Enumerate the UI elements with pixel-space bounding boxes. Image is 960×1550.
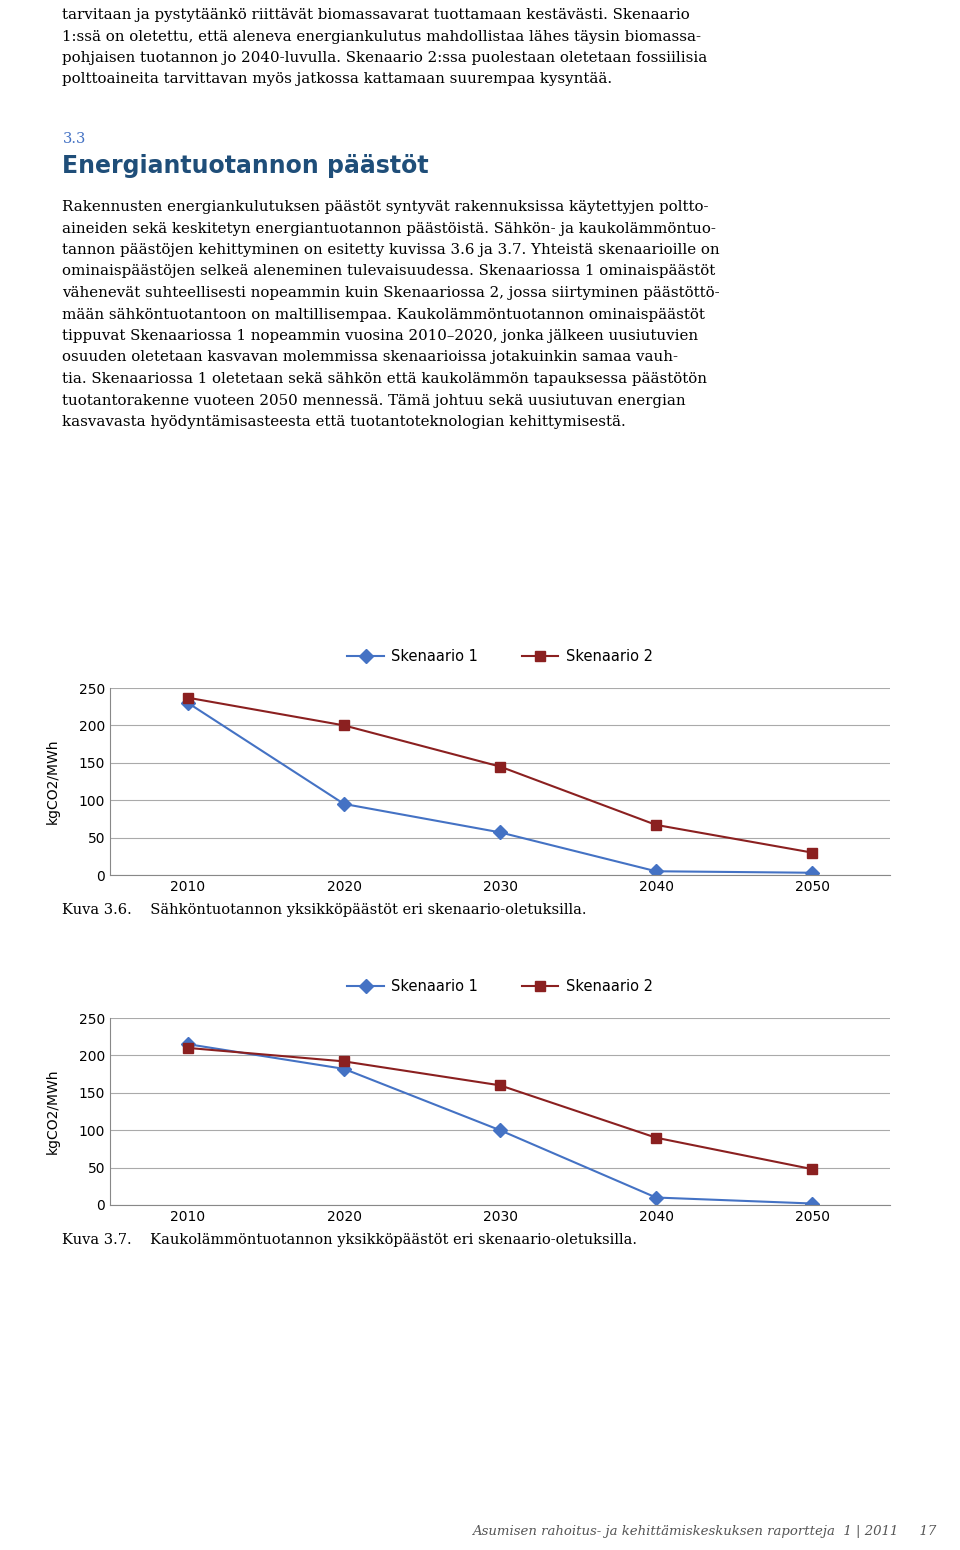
Text: tia. Skenaariossa 1 oletetaan sekä sähkön että kaukolämmön tapauksessa päästötön: tia. Skenaariossa 1 oletetaan sekä sähkö… xyxy=(62,372,708,386)
Text: Asumisen rahoitus- ja kehittämiskeskuksen raportteja  1 | 2011     17: Asumisen rahoitus- ja kehittämiskeskukse… xyxy=(471,1525,936,1538)
Text: pohjaisen tuotannon jo 2040-luvulla. Skenaario 2:ssa puolestaan oletetaan fossii: pohjaisen tuotannon jo 2040-luvulla. Ske… xyxy=(62,51,708,65)
Text: kasvavasta hyödyntämisasteesta että tuotantoteknologian kehittymisestä.: kasvavasta hyödyntämisasteesta että tuot… xyxy=(62,415,626,429)
Text: ominaispäästöjen selkeä aleneminen tulevaisuudessa. Skenaariossa 1 ominaispäästö: ominaispäästöjen selkeä aleneminen tulev… xyxy=(62,265,715,279)
Legend: Skenaario 1, Skenaario 2: Skenaario 1, Skenaario 2 xyxy=(342,973,659,1000)
Text: tarvitaan ja pystytäänkö riittävät biomassavarat tuottamaan kestävästi. Skenaari: tarvitaan ja pystytäänkö riittävät bioma… xyxy=(62,8,690,22)
Text: Energiantuotannon päästöt: Energiantuotannon päästöt xyxy=(62,153,429,178)
Text: tuotantorakenne vuoteen 2050 mennessä. Tämä johtuu sekä uusiutuvan energian: tuotantorakenne vuoteen 2050 mennessä. T… xyxy=(62,394,686,408)
Y-axis label: kgCO2/MWh: kgCO2/MWh xyxy=(45,739,60,825)
Text: 1:ssä on oletettu, että aleneva energiankulutus mahdollistaa lähes täysin biomas: 1:ssä on oletettu, että aleneva energian… xyxy=(62,29,702,43)
Text: tannon päästöjen kehittyminen on esitetty kuvissa 3.6 ja 3.7. Yhteistä skenaario: tannon päästöjen kehittyminen on esitett… xyxy=(62,243,720,257)
Text: Kuva 3.6.    Sähköntuotannon yksikköpäästöt eri skenaario-oletuksilla.: Kuva 3.6. Sähköntuotannon yksikköpäästöt… xyxy=(62,904,587,918)
Legend: Skenaario 1, Skenaario 2: Skenaario 1, Skenaario 2 xyxy=(342,643,659,670)
Text: aineiden sekä keskitetyn energiantuotannon päästöistä. Sähkön- ja kaukolämmöntuo: aineiden sekä keskitetyn energiantuotann… xyxy=(62,222,716,236)
Y-axis label: kgCO2/MWh: kgCO2/MWh xyxy=(45,1070,60,1155)
Text: 3.3: 3.3 xyxy=(62,132,85,146)
Text: Rakennusten energiankulutuksen päästöt syntyvät rakennuksissa käytettyjen poltto: Rakennusten energiankulutuksen päästöt s… xyxy=(62,200,708,214)
Text: tippuvat Skenaariossa 1 nopeammin vuosina 2010–2020, jonka jälkeen uusiutuvien: tippuvat Skenaariossa 1 nopeammin vuosin… xyxy=(62,329,699,343)
Text: mään sähköntuotantoon on maltillisempaa. Kaukolämmöntuotannon ominaispäästöt: mään sähköntuotantoon on maltillisempaa.… xyxy=(62,307,706,321)
Text: vähenevät suhteellisesti nopeammin kuin Skenaariossa 2, jossa siirtyminen päästö: vähenevät suhteellisesti nopeammin kuin … xyxy=(62,287,720,301)
Text: Kuva 3.7.    Kaukolämmöntuotannon yksikköpäästöt eri skenaario-oletuksilla.: Kuva 3.7. Kaukolämmöntuotannon yksikköpä… xyxy=(62,1232,637,1248)
Text: polttoaineita tarvittavan myös jatkossa kattamaan suurempaa kysyntää.: polttoaineita tarvittavan myös jatkossa … xyxy=(62,73,612,87)
Text: osuuden oletetaan kasvavan molemmissa skenaarioissa jotakuinkin samaa vauh-: osuuden oletetaan kasvavan molemmissa sk… xyxy=(62,350,679,364)
